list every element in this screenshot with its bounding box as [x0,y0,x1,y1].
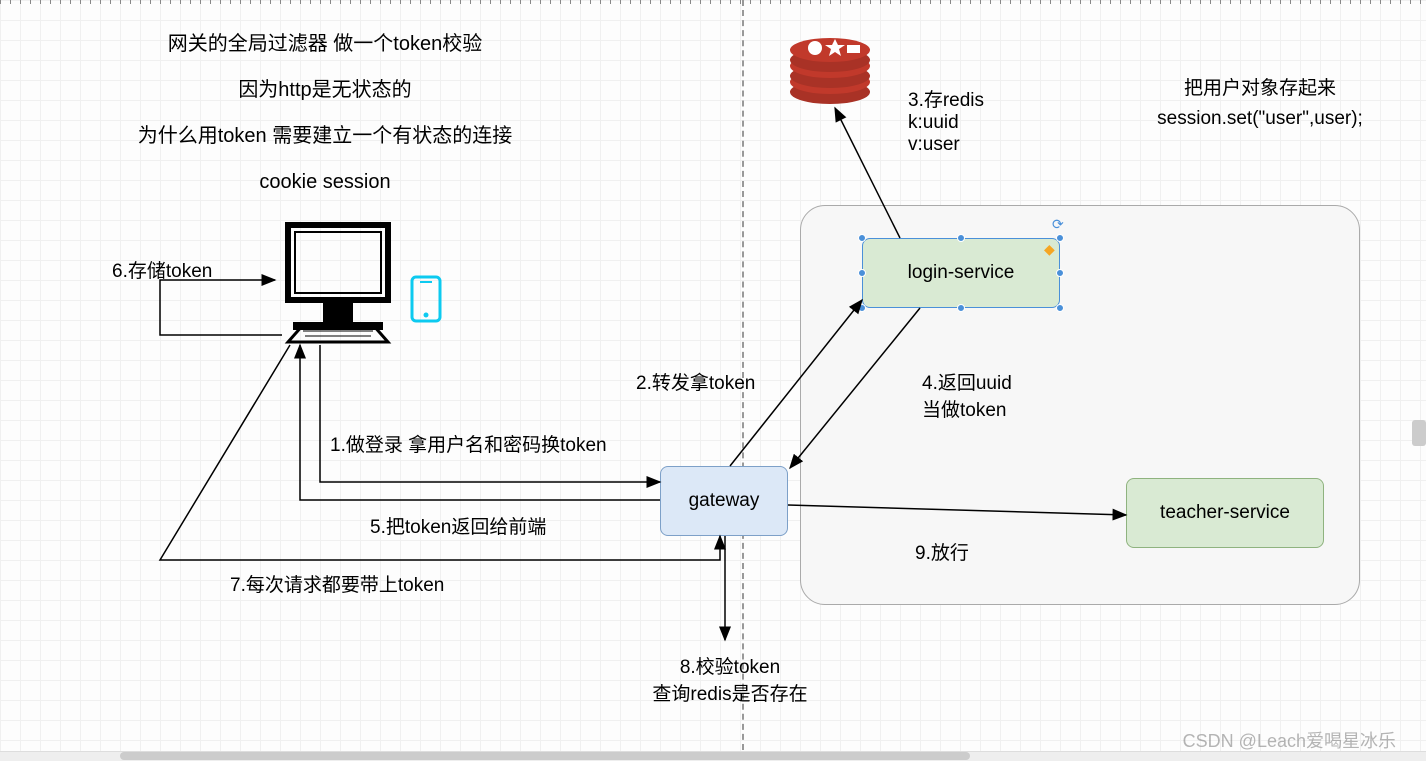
header-line2: 因为http是无状态的 [110,74,540,106]
computer-icon [273,220,403,345]
edge-8-line1: 8.校验token [620,652,840,679]
edge-3-label: 3.存redis k:uuid v:user [908,85,984,156]
selection-handle[interactable] [858,234,866,242]
edge-2-label: 2.转发拿token [636,368,755,395]
edge-3-line2: k:uuid [908,112,984,134]
watermark-text: CSDN @Leach爱喝星冰乐 [1183,727,1396,753]
scrollbar-horizontal-thumb[interactable] [120,752,970,760]
edge-3-line3: v:user [908,134,984,156]
warn-handle-icon[interactable]: ◆ [1044,241,1058,255]
header-line1: 网关的全局过滤器 做一个token校验 [110,28,540,60]
edge-3-line1: 3.存redis [908,85,984,112]
teacher-service-label: teacher-service [1160,502,1290,524]
edge-8-line2: 查询redis是否存在 [620,679,840,706]
side-line1: 把用户对象存起来 [1120,74,1400,104]
edge-6-label: 6.存储token [112,256,212,283]
ruler-top [0,0,1426,4]
header-text: 网关的全局过滤器 做一个token校验 因为http是无状态的 为什么用toke… [110,28,540,198]
edge-5-label: 5.把token返回给前端 [370,512,546,539]
selection-handle[interactable] [858,304,866,312]
header-line4: cookie session [110,166,540,198]
selection-handle[interactable] [1056,304,1064,312]
scrollbar-vertical[interactable] [1412,420,1426,446]
selection-handle[interactable] [957,304,965,312]
edge-8-label: 8.校验token 查询redis是否存在 [620,652,840,706]
edge-1-label: 1.做登录 拿用户名和密码换token [330,430,607,457]
edge-7-label: 7.每次请求都要带上token [230,570,444,597]
edge-4-line1: 4.返回uuid [922,368,1012,395]
gateway-node[interactable]: gateway [660,466,788,536]
side-text: 把用户对象存起来 session.set("user",user); [1120,74,1400,135]
teacher-service-node[interactable]: teacher-service [1126,478,1324,548]
redis-icon [785,30,875,110]
side-line2: session.set("user",user); [1120,104,1400,134]
selection-handle[interactable] [858,269,866,277]
gateway-label: gateway [689,490,760,512]
scrollbar-horizontal-track[interactable] [0,751,1426,761]
edge-4-label: 4.返回uuid 当做token [922,368,1012,422]
edge-4-line2: 当做token [922,395,1012,422]
selection-handle[interactable] [957,234,965,242]
phone-icon [410,275,442,323]
selection-handle[interactable] [1056,269,1064,277]
header-line3: 为什么用token 需要建立一个有状态的连接 [110,120,540,152]
login-service-node[interactable]: login-service [862,238,1060,308]
login-service-label: login-service [908,262,1015,284]
edge-9-label: 9.放行 [915,538,969,565]
rotate-handle-icon[interactable]: ⟳ [1052,216,1066,230]
